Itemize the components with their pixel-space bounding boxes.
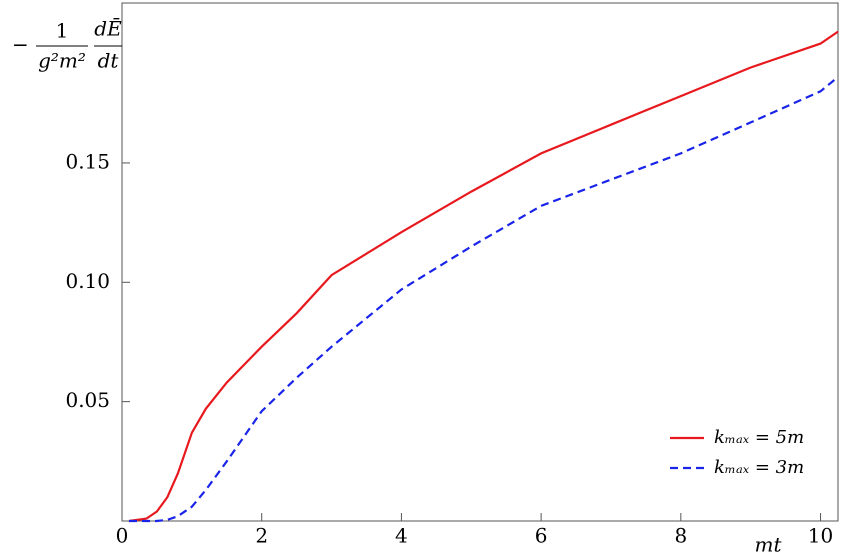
y-label-denominator: g²m² [38, 49, 86, 73]
x-tick-label: 4 [395, 524, 408, 548]
y-tick-label: 0.10 [65, 269, 110, 293]
y-tick-label: 0.05 [65, 388, 110, 412]
y-tick-label: 0.15 [65, 149, 110, 173]
series-line [128, 30, 839, 523]
x-tick-label: 8 [674, 524, 687, 548]
x-tick-label: 2 [255, 524, 268, 548]
x-tick-label: 6 [535, 524, 548, 548]
legend-label: kₘₐₓ = 3m [714, 457, 804, 478]
y-label-numerator: 1 [56, 19, 69, 43]
x-tick-label: 10 [808, 524, 833, 548]
x-tick-label: 0 [116, 524, 129, 548]
y-label-derivative-top: dĒ [94, 17, 122, 41]
y-label-sign: − [12, 33, 29, 57]
plot-frame [121, 2, 839, 522]
x-label: mt [754, 533, 782, 557]
y-label-derivative-bottom: dt [98, 49, 120, 73]
series-line [129, 76, 839, 523]
legend-label: kₘₐₓ = 5m [714, 427, 804, 448]
